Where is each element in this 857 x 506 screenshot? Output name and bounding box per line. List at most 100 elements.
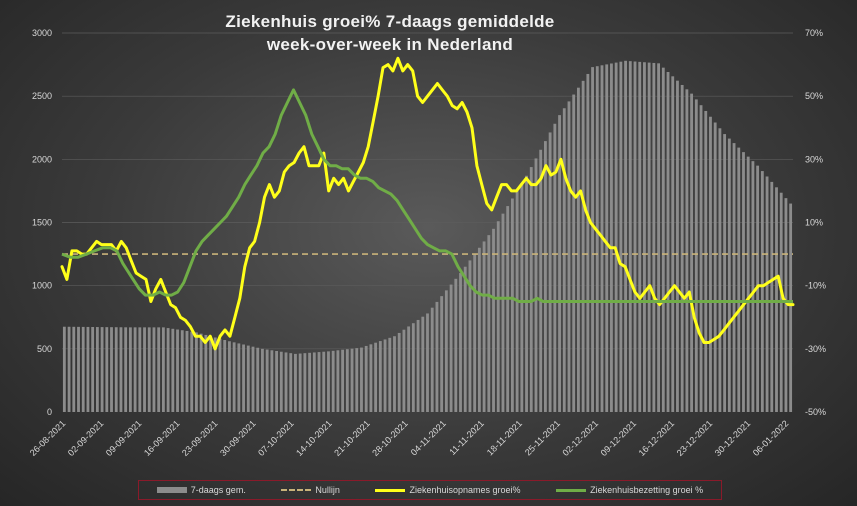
- y-right-tick-label: 50%: [805, 91, 823, 101]
- bar: [81, 326, 85, 412]
- x-tick-label: 23-12-2021: [675, 418, 715, 458]
- bar: [652, 62, 656, 413]
- bar: [581, 80, 585, 413]
- bar: [143, 327, 146, 412]
- bar: [690, 93, 694, 412]
- bar: [62, 326, 66, 412]
- bar: [275, 350, 278, 412]
- bar: [548, 132, 552, 412]
- bar: [322, 351, 326, 412]
- bar: [407, 326, 411, 412]
- bar: [487, 235, 491, 412]
- x-tick-label: 14-10-2021: [294, 418, 334, 458]
- x-tick-label: 25-11-2021: [523, 418, 562, 457]
- bar: [638, 61, 642, 412]
- bar: [331, 350, 335, 412]
- bar: [223, 339, 227, 412]
- bar: [435, 301, 439, 412]
- bar: [624, 60, 627, 412]
- bar: [360, 347, 363, 412]
- bar: [209, 336, 212, 412]
- legend-swatch-bars: [156, 487, 187, 493]
- bar: [628, 61, 632, 412]
- bar: [303, 353, 307, 412]
- bar: [657, 63, 661, 412]
- bar: [341, 349, 345, 412]
- bar: [746, 156, 750, 412]
- y-right-tick-label: -10%: [805, 281, 826, 291]
- bar: [704, 110, 708, 413]
- bar: [194, 332, 198, 412]
- x-tick-label: 26-08-2021: [28, 418, 68, 458]
- bar: [110, 327, 113, 412]
- bar: [393, 336, 396, 412]
- x-tick-label: 09-12-2021: [599, 418, 639, 458]
- bar: [124, 327, 128, 412]
- bar: [289, 353, 293, 412]
- bar: [426, 313, 429, 412]
- y-right-tick-label: -50%: [805, 407, 826, 417]
- x-tick-label: 02-09-2021: [66, 418, 106, 458]
- bar: [270, 350, 274, 412]
- bar: [308, 352, 312, 412]
- bar: [176, 329, 179, 412]
- x-tick-label: 28-10-2021: [370, 418, 410, 458]
- bar: [336, 350, 340, 412]
- bar: [572, 94, 576, 412]
- bar: [614, 62, 618, 413]
- x-tick-label: 21-10-2021: [332, 418, 372, 458]
- legend-label-admissions: Ziekenhuisopnames groei%: [409, 485, 521, 495]
- legend-swatch-zero-line: [281, 489, 312, 491]
- bar: [595, 66, 599, 413]
- bar: [727, 138, 731, 413]
- bar: [694, 99, 698, 413]
- bar: [147, 327, 151, 412]
- bar: [661, 67, 665, 412]
- y-right-tick-label: 10%: [805, 218, 823, 228]
- bar: [242, 344, 245, 412]
- bar: [510, 198, 514, 412]
- bar: [364, 345, 368, 412]
- bar: [449, 284, 453, 412]
- x-tick-label: 16-12-2021: [637, 418, 677, 458]
- bar: [327, 351, 330, 412]
- legend-item-zero-line: Nullijn: [281, 485, 340, 495]
- legend-label-bars: 7-daags gem.: [190, 485, 246, 495]
- x-tick-label: 30-12-2021: [713, 418, 753, 458]
- bar: [440, 296, 444, 412]
- bar: [218, 338, 222, 412]
- bar: [402, 329, 406, 412]
- bar: [312, 352, 316, 412]
- bar: [430, 307, 434, 412]
- bar: [723, 134, 727, 413]
- chart-title: Ziekenhuis groei% 7-daags gemiddelde wee…: [180, 10, 600, 56]
- bar: [751, 161, 755, 412]
- legend-item-bars: 7-daags gem.: [156, 485, 246, 495]
- bar: [543, 141, 547, 413]
- bar: [586, 73, 590, 413]
- bar: [298, 353, 302, 412]
- x-tick-label: 09-09-2021: [104, 418, 144, 458]
- legend-swatch-occupancy: [556, 488, 587, 492]
- y-left-tick-label: 1500: [32, 218, 52, 228]
- legend-item-occupancy: Ziekenhuisbezetting groei %: [556, 485, 703, 495]
- legend-swatch-admissions: [375, 488, 406, 492]
- bar: [72, 326, 76, 412]
- bar: [345, 349, 349, 412]
- bar: [459, 273, 462, 412]
- bar: [520, 183, 524, 412]
- bar: [100, 327, 104, 412]
- bar: [237, 343, 241, 412]
- bar: [473, 254, 477, 412]
- x-tick-label: 07-10-2021: [256, 418, 296, 458]
- x-tick-label: 23-09-2021: [180, 418, 220, 458]
- bar: [633, 61, 637, 413]
- bar: [279, 351, 283, 412]
- bar: [784, 198, 788, 412]
- series-line-admissions: [60, 56, 795, 351]
- y-left-tick-label: 2500: [32, 91, 52, 101]
- bar: [246, 345, 250, 412]
- bar: [171, 328, 175, 412]
- bar: [284, 352, 288, 412]
- bar: [114, 327, 118, 412]
